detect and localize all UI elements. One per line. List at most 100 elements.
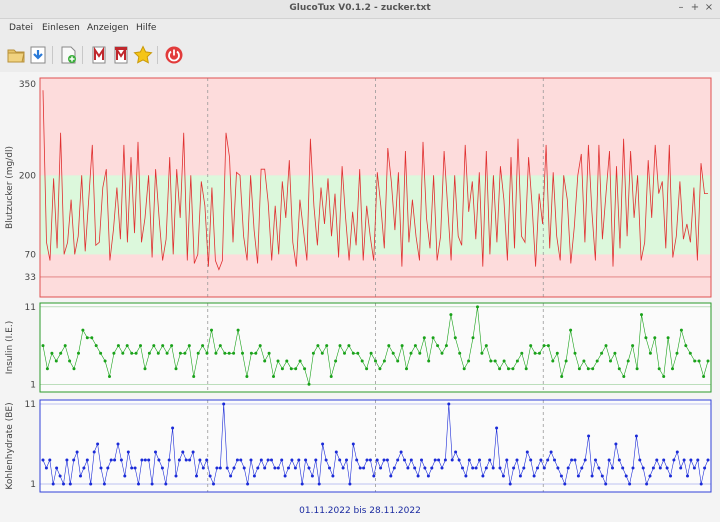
download-icon[interactable] [28, 45, 48, 65]
pdf-report-icon[interactable] [89, 45, 109, 65]
carbs-point [119, 458, 123, 462]
carbs-point [675, 450, 679, 454]
insulin-axis-label: Insulin (I.E.) [5, 321, 15, 374]
carbs-point [222, 402, 226, 406]
menu-datei[interactable]: Datei [9, 23, 34, 33]
star-icon[interactable] [133, 45, 153, 65]
menu-hilfe[interactable]: Hilfe [136, 23, 157, 33]
insulin-point [440, 351, 444, 355]
carbs-point [409, 458, 413, 462]
insulin-point [409, 351, 413, 355]
carbs-point [102, 482, 106, 486]
maximize-button[interactable]: + [690, 2, 700, 13]
carbs-point [266, 458, 270, 462]
carbs-point [263, 466, 267, 470]
power-icon[interactable] [164, 45, 184, 65]
carbs-point [413, 466, 417, 470]
carbs-point [85, 458, 89, 462]
insulin-point [622, 375, 626, 378]
glucose-tick-label: 33 [25, 273, 36, 283]
insulin-point [125, 344, 129, 348]
menu-anzeigen[interactable]: Anzeigen [87, 23, 129, 33]
carbs-point [242, 466, 246, 470]
pdf-monthly-icon[interactable] [111, 45, 131, 65]
insulin-point [382, 359, 386, 363]
menu-einlesen[interactable]: Einlesen [42, 23, 80, 33]
carbs-point [287, 466, 290, 470]
carbs-point [99, 466, 103, 470]
minimize-button[interactable]: – [678, 2, 684, 13]
carbs-point [440, 466, 444, 470]
carbs-point [72, 458, 76, 462]
carbs-point [68, 482, 72, 486]
carbs-point [252, 474, 256, 478]
insulin-point [201, 344, 205, 348]
carbs-point [321, 442, 325, 446]
insulin-point [648, 351, 652, 355]
insulin-point [223, 351, 227, 355]
carbs-point [617, 458, 621, 462]
carbs-point [662, 458, 666, 462]
carbs-point [518, 474, 522, 478]
insulin-point [635, 367, 639, 371]
carbs-point [433, 458, 437, 462]
insulin-point [591, 367, 595, 371]
insulin-point [325, 344, 329, 348]
insulin-point [218, 344, 222, 348]
insulin-point [560, 375, 564, 378]
title-bar: GlucoTux V0.1.2 - zucker.txt – + × [0, 0, 720, 19]
carbs-point [525, 450, 529, 454]
close-button[interactable]: × [704, 2, 714, 13]
insulin-point [582, 359, 586, 363]
carbs-point [692, 466, 696, 470]
carbs-point [594, 458, 597, 462]
insulin-point [103, 359, 107, 363]
carbs-point [215, 466, 219, 470]
carbs-point [549, 450, 553, 454]
carbs-point [501, 474, 505, 478]
new-document-icon[interactable] [58, 45, 78, 65]
insulin-point [245, 375, 249, 378]
carbs-point [447, 402, 451, 406]
carbs-point [137, 482, 140, 486]
carbs-point [634, 434, 638, 438]
insulin-point [671, 367, 674, 371]
carbs-point [191, 450, 195, 454]
carbs-point [498, 466, 502, 470]
insulin-point [533, 351, 537, 355]
insulin-point [529, 344, 533, 348]
insulin-point [241, 351, 244, 355]
insulin-point [644, 336, 648, 340]
folder-open-icon[interactable] [6, 45, 26, 65]
carbs-point [382, 458, 386, 462]
carbs-point [416, 474, 420, 478]
carbs-point [573, 458, 577, 462]
insulin-point [422, 336, 426, 340]
insulin-point [679, 328, 683, 332]
carbs-axis-label: Kohlenhydrate (BE) [5, 402, 15, 489]
carbs-point [256, 466, 260, 470]
carbs-point [430, 466, 434, 470]
carbs-point [51, 482, 55, 486]
carbs-point [276, 466, 280, 470]
carbs-point [154, 450, 157, 454]
insulin-point [68, 359, 72, 363]
carbs-point [464, 474, 468, 478]
carbs-point [580, 466, 584, 470]
insulin-point [662, 375, 666, 378]
insulin-point [693, 359, 697, 363]
insulin-point [374, 359, 377, 363]
carbs-point [246, 482, 250, 486]
carbs-point [89, 482, 93, 486]
insulin-point [538, 351, 541, 355]
insulin-point [697, 359, 701, 363]
insulin-point [165, 351, 169, 355]
carbs-point [696, 458, 700, 462]
insulin-point [334, 359, 338, 363]
insulin-point [99, 351, 103, 355]
carbs-point [300, 482, 304, 486]
toolbar-separator [82, 46, 83, 64]
insulin-point [54, 359, 58, 363]
carbs-point [229, 474, 233, 478]
carbs-point [641, 466, 645, 470]
